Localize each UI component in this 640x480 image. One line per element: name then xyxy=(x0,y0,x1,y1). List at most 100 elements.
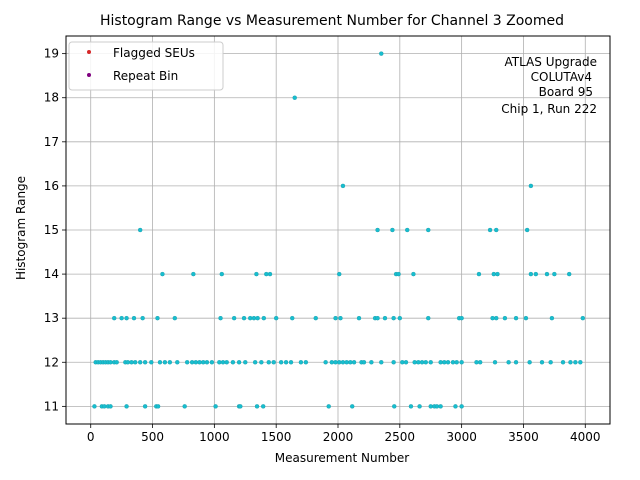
data-point xyxy=(350,404,355,409)
data-point xyxy=(513,360,519,365)
data-point xyxy=(568,360,573,365)
data-point xyxy=(162,360,168,365)
x-tick-label: 3500 xyxy=(508,430,539,444)
data-point xyxy=(375,227,380,233)
data-point xyxy=(142,404,148,409)
data-point xyxy=(157,360,163,365)
data-point xyxy=(426,227,431,233)
data-point xyxy=(131,315,137,321)
data-point xyxy=(213,404,218,409)
data-point xyxy=(248,315,253,321)
data-point xyxy=(108,360,113,365)
legend-marker-repeat-bin xyxy=(87,73,91,77)
data-point xyxy=(375,315,380,321)
y-tick-label: 18 xyxy=(44,91,59,105)
data-point xyxy=(459,404,464,409)
data-point xyxy=(149,360,154,365)
data-point xyxy=(259,360,264,365)
data-point xyxy=(405,227,410,233)
data-point xyxy=(491,271,496,277)
data-point xyxy=(408,404,414,409)
data-point xyxy=(454,360,459,365)
data-point xyxy=(251,315,257,321)
data-point xyxy=(573,360,578,365)
data-point xyxy=(476,271,482,277)
data-point xyxy=(552,271,557,277)
data-point xyxy=(524,227,530,233)
data-point xyxy=(114,360,119,365)
run-annotation: ATLAS Upgrade COLUTAv4 Board 95 Chip 1, … xyxy=(501,55,597,116)
x-tick-label: 1500 xyxy=(261,430,292,444)
x-tick-label: 500 xyxy=(141,430,164,444)
data-point xyxy=(513,315,519,321)
data-point xyxy=(348,360,353,365)
data-point xyxy=(155,315,160,321)
data-point xyxy=(140,315,145,321)
data-point xyxy=(494,227,499,233)
data-point xyxy=(288,360,294,365)
data-point xyxy=(539,360,545,365)
data-point xyxy=(528,183,534,189)
data-point xyxy=(400,360,405,365)
data-point xyxy=(167,360,173,365)
data-point xyxy=(523,315,529,321)
data-point xyxy=(230,360,236,365)
data-point xyxy=(290,315,295,321)
data-point xyxy=(191,271,196,277)
data-point xyxy=(419,360,425,365)
data-point xyxy=(271,360,276,365)
data-point xyxy=(369,360,374,365)
legend-label-repeat-bin: Repeat Bin xyxy=(113,69,178,83)
legend-marker-flagged-seus xyxy=(87,50,91,54)
data-point xyxy=(303,360,309,365)
y-tick-label: 12 xyxy=(44,355,59,369)
annotation-line-2: COLUTAv4 xyxy=(531,70,592,84)
chart-title: Histogram Range vs Measurement Number fo… xyxy=(100,13,564,29)
data-point xyxy=(220,360,226,365)
annotation-line-3: Board 95 xyxy=(539,85,593,99)
data-point xyxy=(527,360,532,365)
data-point xyxy=(396,271,401,277)
data-point xyxy=(124,315,129,321)
legend-label-flagged-seus: Flagged SEUs xyxy=(113,46,195,60)
data-point xyxy=(175,360,180,365)
data-point xyxy=(137,360,143,365)
data-point xyxy=(238,404,243,409)
data-point xyxy=(333,360,338,365)
y-axis-ticks: 11 12 13 14 15 16 17 18 19 xyxy=(44,47,66,413)
data-point xyxy=(313,315,318,321)
x-tick-label: 4000 xyxy=(570,430,601,444)
data-point xyxy=(261,404,266,409)
data-point xyxy=(490,315,495,321)
x-tick-label: 3000 xyxy=(446,430,477,444)
data-point xyxy=(278,360,284,365)
y-tick-label: 11 xyxy=(44,399,59,413)
data-point xyxy=(129,360,134,365)
data-point xyxy=(189,360,195,365)
data-point xyxy=(450,360,456,365)
data-point xyxy=(264,271,269,277)
data-point xyxy=(112,315,117,321)
data-point xyxy=(182,404,187,409)
data-point xyxy=(124,404,129,409)
data-point xyxy=(528,271,534,277)
data-point xyxy=(333,315,338,321)
data-point xyxy=(502,315,508,321)
legend-box xyxy=(68,41,224,91)
data-point xyxy=(445,360,451,365)
data-point xyxy=(392,404,397,409)
data-point xyxy=(243,360,248,365)
data-point xyxy=(438,360,443,365)
data-point xyxy=(254,404,260,409)
data-point xyxy=(298,360,304,365)
data-point xyxy=(193,360,199,365)
data-point xyxy=(361,360,367,365)
data-point xyxy=(533,271,539,277)
data-point xyxy=(391,315,396,321)
data-point xyxy=(119,315,124,321)
data-point xyxy=(323,360,328,365)
y-tick-label: 17 xyxy=(44,135,59,149)
y-tick-label: 16 xyxy=(44,179,59,193)
data-point xyxy=(326,404,331,409)
